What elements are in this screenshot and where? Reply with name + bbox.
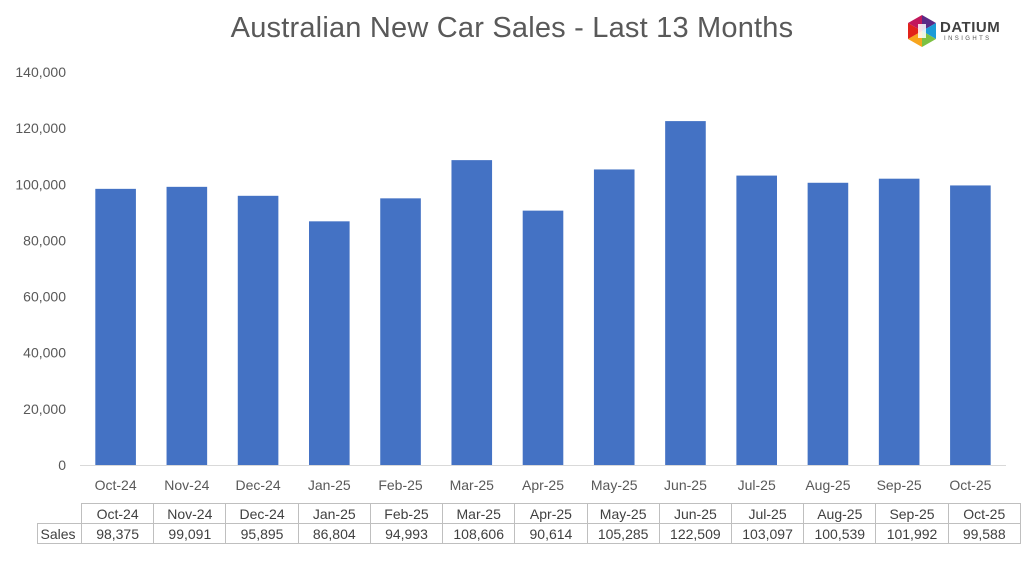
table-header-cell: Oct-25 — [947, 503, 1021, 524]
table-header-cell: Dec-24 — [225, 503, 299, 524]
table-data-row: Sales 98,375 99,091 95,895 86,804 94,993 108,6… — [36, 523, 1021, 544]
y-tick-label: 0 — [58, 457, 66, 473]
table-header-cell: Mar-25 — [442, 503, 516, 524]
y-tick-label: 20,000 — [23, 401, 66, 417]
bar-mar-25 — [451, 160, 493, 465]
x-tick-label: Jun-25 — [664, 477, 707, 493]
table-value-cell: 99,588 — [947, 523, 1021, 544]
table-header-cell: Sep-25 — [875, 503, 949, 524]
bar-nov-24 — [166, 186, 208, 465]
bar-feb-25 — [380, 198, 421, 466]
bar-may-25 — [593, 169, 635, 466]
table-header-cell: Nov-24 — [153, 503, 227, 524]
bar-oct-25 — [950, 185, 991, 465]
y-tick-label: 80,000 — [23, 232, 66, 248]
x-tick-label: Aug-25 — [805, 477, 850, 493]
x-tick-label: Dec-24 — [236, 477, 281, 493]
table-corner-cell — [37, 503, 82, 524]
table-value-cell: 99,091 — [153, 523, 227, 544]
bar-jan-25 — [309, 221, 350, 465]
table-header-cell: Feb-25 — [369, 503, 444, 524]
y-tick-label: 140,000 — [15, 64, 66, 80]
bar-jun-25 — [665, 121, 706, 466]
table-value-cell: 101,992 — [875, 523, 949, 544]
x-tick-label: Jul-25 — [738, 477, 776, 493]
table-value-cell: 95,895 — [225, 523, 299, 544]
x-tick-label: Mar-25 — [450, 477, 495, 493]
logo-wordmark: DATIUM — [940, 19, 1001, 36]
table-value-cell: 108,606 — [442, 523, 516, 544]
y-tick-label: 60,000 — [23, 289, 66, 305]
table-value-cell: 86,804 — [297, 523, 371, 544]
table-value-cell: 94,993 — [369, 523, 444, 544]
y-tick-label: 100,000 — [15, 176, 66, 192]
table-header-cell: Jun-25 — [658, 503, 732, 524]
bar-jul-25 — [736, 175, 777, 466]
table-value-cell: 100,539 — [803, 523, 877, 544]
bar-aug-25 — [807, 182, 849, 466]
table-header-row: Oct-24 Nov-24 Dec-24 Jan-25 Feb-25 Mar-25 Apr-… — [37, 503, 1021, 524]
logo-subtitle: INSIGHTS — [944, 36, 992, 42]
bar-chart: 0 20,000 40,000 60,000 80,000 100,000 120,000 1… — [15, 64, 1006, 493]
x-tick-label: Feb-25 — [378, 477, 423, 493]
x-tick-label: Jan-25 — [308, 477, 351, 493]
datium-logo-icon — [908, 15, 936, 47]
bar-dec-24 — [237, 195, 279, 466]
datium-logo: DATIUM INSIGHTS — [906, 14, 1018, 48]
chart-title: Australian New Car Sales - Last 13 Month… — [230, 12, 794, 44]
table-header-cell: Apr-25 — [514, 503, 588, 524]
bar-apr-25 — [522, 210, 564, 465]
table-value-cell: 98,375 — [80, 523, 155, 544]
table-row-label: Sales — [36, 523, 82, 544]
y-tick-label: 120,000 — [15, 120, 66, 136]
y-tick-label: 40,000 — [23, 345, 66, 361]
x-tick-label: Oct-24 — [95, 477, 137, 493]
table-value-cell: 103,097 — [730, 523, 805, 544]
table-header-cell: Oct-24 — [80, 503, 155, 524]
x-tick-label: Apr-25 — [522, 477, 564, 493]
x-tick-label: May-25 — [591, 477, 638, 493]
table-value-cell: 122,509 — [658, 523, 732, 544]
x-tick-label: Oct-25 — [949, 477, 991, 493]
x-tick-label: Nov-24 — [164, 477, 209, 493]
data-table: Oct-24 Nov-24 Dec-24 Jan-25 Feb-25 Mar-25 Apr-… — [36, 503, 1021, 544]
bar-sep-25 — [878, 178, 920, 465]
table-value-cell: 105,285 — [586, 523, 660, 544]
table-header-cell: May-25 — [586, 503, 660, 524]
table-value-cell: 90,614 — [514, 523, 588, 544]
table-header-cell: Jul-25 — [730, 503, 805, 524]
table-header-cell: Jan-25 — [297, 503, 371, 524]
bar-oct-24 — [95, 188, 136, 465]
x-tick-label: Sep-25 — [877, 477, 922, 493]
table-header-cell: Aug-25 — [803, 503, 877, 524]
